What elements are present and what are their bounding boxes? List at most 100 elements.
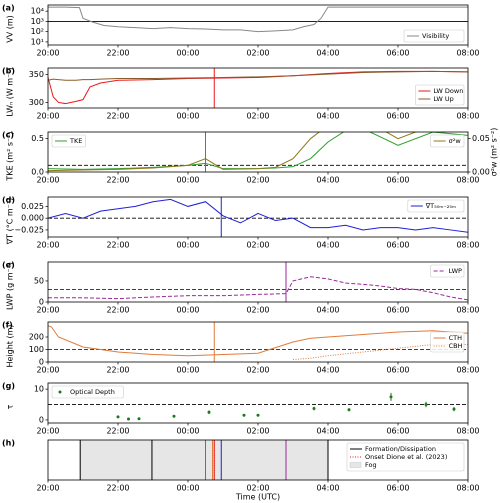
legend-box [415, 84, 465, 106]
x-tick-label: 06:00 [386, 49, 409, 58]
point [116, 415, 120, 419]
plot-area [48, 262, 468, 302]
x-tick-label: 06:00 [386, 241, 409, 250]
legend-box [430, 264, 465, 278]
x-tick-label: 02:00 [246, 49, 269, 58]
point [347, 408, 351, 412]
x-tick-label: 04:00 [316, 176, 339, 185]
point [242, 413, 246, 417]
panel: (e)LWP (g m⁻²) 20:00 22:00 00:00 02:00 04:00 0… [2, 261, 480, 315]
y-tick-label: −0.025 [14, 225, 44, 234]
x-tick-label: 20:00 [36, 49, 59, 58]
x-tick-label: 02:00 [246, 427, 269, 436]
panel-label: (g) [2, 382, 15, 391]
plot-area [48, 322, 468, 362]
y-tick-label: 10¹ [31, 37, 44, 46]
x-tick-label: 02:00 [246, 484, 269, 493]
x-tick-label: 04:00 [316, 112, 339, 121]
x-tick-label: 20:00 [36, 241, 59, 250]
x-tick-label: 20:00 [36, 484, 59, 493]
x-tick-label: 20:00 [36, 427, 59, 436]
legend-box [51, 134, 86, 148]
y-tick-label: 10² [31, 27, 44, 36]
series-line [48, 325, 468, 357]
point [127, 417, 130, 421]
legend-box [407, 199, 465, 213]
panel-label: (e) [2, 261, 15, 270]
plot-frame [47, 4, 469, 46]
x-tick-label: 20:00 [36, 176, 59, 185]
legend-box [403, 29, 465, 43]
y-axis-label: LWₙ (W m⁻²) [6, 67, 15, 116]
y-axis-label: τ [6, 404, 15, 409]
y-axis-label: Height (m) [6, 324, 15, 367]
series-line [48, 276, 468, 301]
x-tick-label: 22:00 [106, 366, 129, 375]
point [389, 395, 393, 399]
plot-area [48, 132, 468, 172]
x-tick-label: 04:00 [316, 484, 339, 493]
x-tick-label: 22:00 [106, 176, 129, 185]
x-tick-label: 00:00 [176, 306, 199, 315]
x-tick-label: 02:00 [246, 241, 269, 250]
x-tick-label: 00:00 [176, 366, 199, 375]
point [256, 413, 260, 417]
plot-frame [47, 67, 469, 109]
y-tick-label: 0 [39, 298, 44, 307]
x-tick-label: 00:00 [176, 241, 199, 250]
legend-label: σ²w [449, 137, 462, 145]
plot-area [48, 68, 468, 108]
legend-label: CTH [449, 334, 463, 342]
legend-label: TKE [69, 137, 82, 145]
x-tick-label: 06:00 [386, 306, 409, 315]
panel: (b)LWₙ (W m⁻²) 20:00 22:00 00:00 02:00 04:00 0… [2, 67, 480, 121]
point [424, 403, 428, 407]
x-tick-label: 08:00 [456, 484, 479, 493]
series-line [48, 6, 468, 33]
y-tick-label: 100 [29, 345, 44, 354]
y-tick-label: 50 [34, 276, 44, 285]
panel: (g) τ 20:00 22:00 00:00 02:00 04:00 06:00 08:00 0… [2, 382, 480, 436]
panel-label: (f) [2, 321, 13, 330]
y2-tick-label: 0.05 [472, 134, 490, 143]
x-tick-label: 22:00 [106, 112, 129, 121]
series-line [48, 70, 468, 105]
plot-frame [47, 131, 469, 173]
legend-label: LW Up [433, 95, 453, 103]
x-tick-label: 06:00 [386, 366, 409, 375]
legend-swatch [58, 390, 62, 394]
x-axis-label: Time (UTC) [235, 493, 280, 502]
y-axis-label: ∇T (°C m⁻¹) [6, 198, 15, 245]
legend-box [430, 134, 465, 148]
legend-box [430, 331, 465, 353]
x-tick-label: 08:00 [456, 112, 479, 121]
x-tick-label: 00:00 [176, 427, 199, 436]
x-tick-label: 02:00 [246, 176, 269, 185]
legend-label: CBH [449, 342, 463, 350]
x-tick-label: 22:00 [106, 427, 129, 436]
x-tick-label: 08:00 [456, 176, 479, 185]
y-tick-label: 0 [39, 415, 44, 424]
legend-label: Formation/Dissipation [365, 445, 436, 453]
y-axis-label: VV (m) [6, 15, 15, 43]
point [207, 410, 211, 414]
x-tick-label: 20:00 [36, 112, 59, 121]
y-tick-label: 0.5 [31, 134, 44, 143]
plot-frame [47, 439, 469, 481]
legend-box [51, 385, 124, 399]
series-line [48, 198, 468, 233]
legend-label: ∇T₅₀ₘ₋₂₅ₘ [425, 202, 456, 210]
plot-area [79, 440, 329, 480]
plot-area [48, 197, 468, 237]
series-line [48, 132, 468, 172]
panel-label: (b) [2, 67, 15, 76]
x-tick-label: 02:00 [246, 306, 269, 315]
panel: (c)TKE (m² s⁻²) σ²w (m² s⁻²) 20:00 22:00 00:… [2, 128, 499, 185]
plot-frame [47, 261, 469, 303]
series-line [48, 70, 468, 81]
x-tick-label: 02:00 [246, 112, 269, 121]
x-tick-label: 06:00 [386, 112, 409, 121]
x-tick-label: 00:00 [176, 484, 199, 493]
legend-label: Optical Depth [70, 388, 115, 396]
